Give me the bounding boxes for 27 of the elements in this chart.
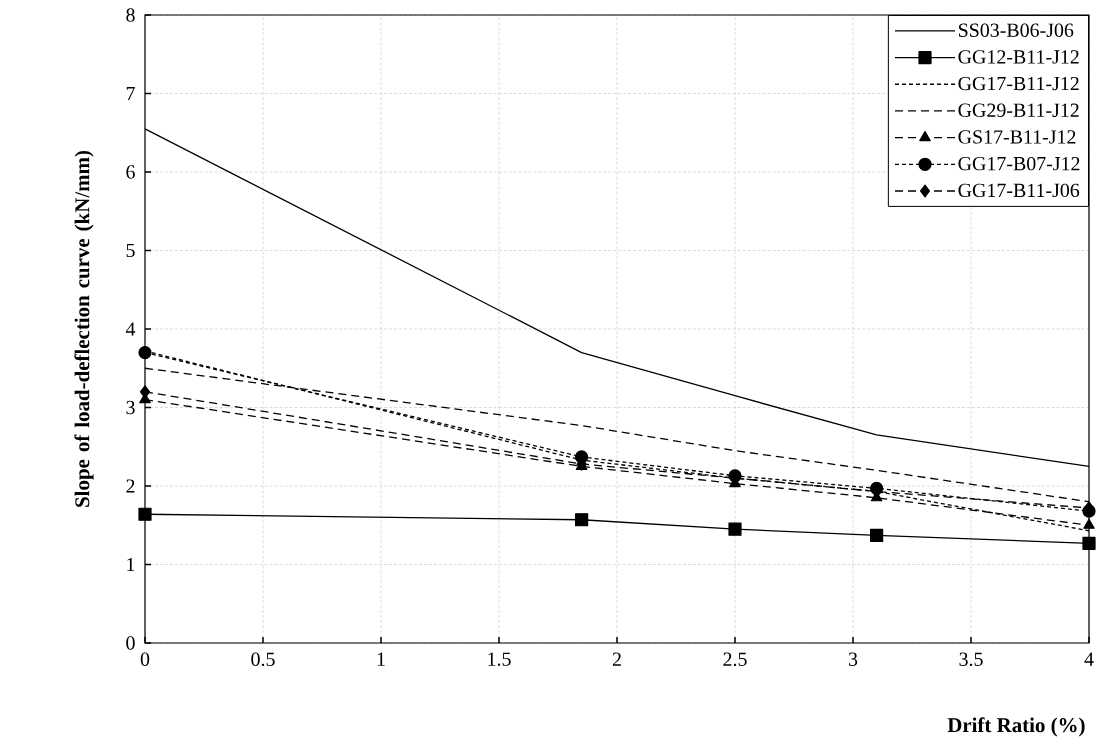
y-tick-label: 1 — [127, 557, 135, 572]
legend-label: GS17-B11-J12 — [958, 130, 1076, 144]
x-tick-label: 2.5 — [723, 652, 747, 666]
y-tick-label: 5 — [126, 243, 135, 258]
y-tick-label: 2 — [126, 479, 135, 493]
x-tick-label: 1 — [377, 652, 385, 666]
x-tick-label: 2 — [612, 652, 621, 666]
legend-label: GG12-B11-J12 — [958, 50, 1079, 64]
x-tick-label: 0.5 — [251, 652, 275, 667]
y-tick-label: 4 — [125, 322, 136, 336]
x-tick-label: 4 — [1084, 652, 1094, 666]
y-tick-label: 0 — [126, 636, 135, 650]
legend-label: GG17-B11-J12 — [958, 76, 1079, 91]
x-tick-label: 3.5 — [959, 652, 983, 666]
legend-label: GG17-B07-J12 — [958, 156, 1080, 171]
y-axis-title: Slope of load-deflection curve (kN/mm) — [74, 150, 94, 507]
legend-label: GG29-B11-J12 — [958, 103, 1079, 117]
legend-label: SS03-B06-J06 — [958, 23, 1074, 37]
x-tick-label: 0 — [140, 652, 150, 666]
y-tick-label: 6 — [126, 165, 135, 179]
x-axis-title: Drift Ratio (%) — [947, 717, 1085, 737]
x-tick-label: 1.5 — [488, 652, 511, 666]
legend-label: GG17-B11-J06 — [958, 183, 1080, 198]
y-tick-label: 7 — [126, 86, 135, 101]
x-tick-label: 3 — [848, 652, 858, 666]
y-tick-label: 3 — [126, 400, 135, 415]
y-tick-label: 8 — [126, 8, 135, 22]
